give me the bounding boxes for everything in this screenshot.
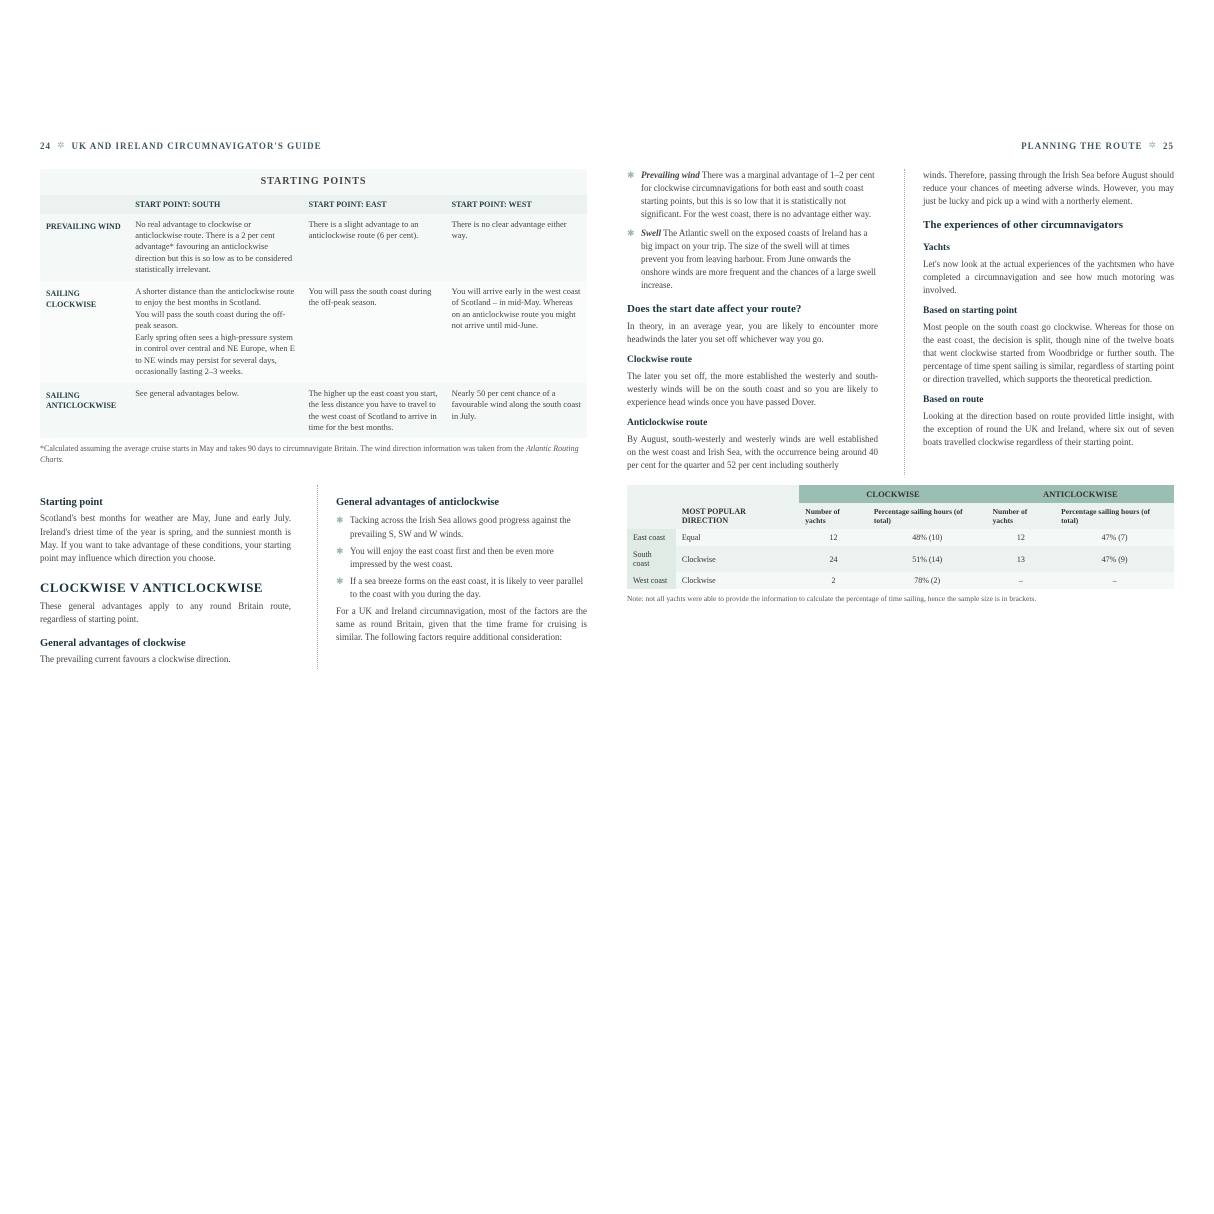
h-route: Based on route (923, 394, 1174, 408)
running-head-left: 24 ✲ UK AND IRELAND CIRCUMNAVIGATOR'S GU… (40, 140, 587, 151)
table-cell: The higher up the east coast you start, … (303, 383, 446, 439)
t2-h2-0: Number of yachts (799, 503, 868, 529)
table-cell: 51% (14) (868, 546, 987, 572)
bullet-item: If a sea breeze forms on the east coast,… (336, 575, 587, 601)
p-uk-ireland: For a UK and Ireland circumnavigation, m… (336, 605, 587, 644)
p-cw-route: The later you set off, the more establis… (627, 370, 878, 409)
table-cell: Clockwise (676, 546, 799, 572)
t1-col0 (40, 195, 129, 214)
table-cell: See general advantages below. (129, 383, 302, 439)
table-cell: 12 (987, 529, 1056, 546)
t1-col1: START POINT: SOUTH (129, 195, 302, 214)
p-start-date: In theory, in an average year, you are l… (627, 320, 878, 346)
page-number-left: 24 (40, 141, 51, 151)
acw-bullet-list: Tacking across the Irish Sea allows good… (336, 514, 587, 600)
t1-col2: START POINT: EAST (303, 195, 446, 214)
h-yachts: Yachts (923, 242, 1174, 256)
table1-footnote: *Calculated assuming the average cruise … (40, 444, 587, 465)
table-cell: 24 (799, 546, 868, 572)
table-cell: 2 (799, 572, 868, 589)
table-cell: Clockwise (676, 572, 799, 589)
t2-h2-2: Number of yachts (987, 503, 1056, 529)
left-columns: Starting point Scotland's best months fo… (40, 485, 587, 669)
bullet-item: You will enjoy the east coast first and … (336, 545, 587, 571)
def-prevailing-wind: Prevailing wind There was a marginal adv… (627, 169, 878, 221)
table-cell: You will arrive early in the west coast … (446, 281, 587, 383)
page-number-right: 25 (1163, 141, 1174, 151)
p-yachts: Let's now look at the actual experiences… (923, 258, 1174, 297)
table-cell: 13 (987, 546, 1056, 572)
right-col-b: winds. Therefore, passing through the Ir… (904, 169, 1174, 475)
table-cell: No real advantage to clockwise or anticl… (129, 214, 302, 281)
table-cell: East coast (627, 529, 676, 546)
table-cell: Equal (676, 529, 799, 546)
h-adv-cw: General advantages of clockwise (40, 636, 291, 651)
running-head-right: PLANNING THE ROUTE ✲ 25 (627, 140, 1174, 151)
page-spread: 24 ✲ UK AND IRELAND CIRCUMNAVIGATOR'S GU… (0, 0, 1214, 1214)
table-cell: 12 (799, 529, 868, 546)
p-route: Looking at the direction based on route … (923, 410, 1174, 449)
t2-blank (627, 485, 676, 503)
h-experiences: The experiences of other circumnavigator… (923, 218, 1174, 234)
ornament-icon: ✲ (1148, 140, 1157, 151)
left-col-a: Starting point Scotland's best months fo… (40, 485, 291, 669)
starting-points-table: STARTING POINTS START POINT: SOUTH START… (40, 169, 587, 438)
table-cell: Nearly 50 per cent chance of a favourabl… (446, 383, 587, 439)
h-cw-v-acw: CLOCKWISE V ANTICLOCKWISE (40, 579, 291, 598)
def-swell: Swell The Atlantic swell on the exposed … (627, 227, 878, 292)
ornament-icon: ✲ (57, 140, 66, 151)
run-title-right: PLANNING THE ROUTE (1021, 141, 1142, 151)
h-starting-pt: Based on starting point (923, 305, 1174, 319)
t2-h2-3: Percentage sailing hours (of total) (1055, 503, 1174, 529)
direction-stats-table: MOST POPULAR DIRECTION CLOCKWISE ANTICLO… (627, 485, 1174, 589)
left-page: 24 ✲ UK AND IRELAND CIRCUMNAVIGATOR'S GU… (40, 140, 587, 1214)
t1-col3: START POINT: WEST (446, 195, 587, 214)
h-adv-acw: General advantages of anticlockwise (336, 495, 587, 510)
table-cell: – (987, 572, 1056, 589)
right-page: PLANNING THE ROUTE ✲ 25 Prevailing wind … (627, 140, 1174, 1214)
h-start-date: Does the start date affect your route? (627, 302, 878, 318)
table-cell: You will pass the south coast during the… (303, 281, 446, 383)
p-adv-cw: The prevailing current favours a clockwi… (40, 653, 291, 666)
table-row-head: SAILING CLOCKWISE (40, 281, 129, 383)
right-col-a: Prevailing wind There was a marginal adv… (627, 169, 878, 475)
table-cell: 48% (10) (868, 529, 987, 546)
table1-banner: STARTING POINTS (40, 169, 587, 195)
table-cell: A shorter distance than the anticlockwis… (129, 281, 302, 383)
table-row-head: SAILING ANTICLOCKWISE (40, 383, 129, 439)
table-row-head: PREVAILING WIND (40, 214, 129, 281)
p-starting-pt: Most people on the south coast go clockw… (923, 321, 1174, 386)
table-cell: South coast (627, 546, 676, 572)
h-cw-route: Clockwise route (627, 354, 878, 368)
table-cell: There is a slight advantage to an anticl… (303, 214, 446, 281)
table-cell: 78% (2) (868, 572, 987, 589)
t2-h2-1: Percentage sailing hours (of total) (868, 503, 987, 529)
h-starting-point: Starting point (40, 495, 291, 510)
t2-cw: CLOCKWISE (799, 485, 986, 503)
table-cell: West coast (627, 572, 676, 589)
t2-blank2 (627, 503, 676, 529)
t2-mpd: MOST POPULAR DIRECTION (676, 485, 799, 529)
p-general: These general advantages apply to any ro… (40, 600, 291, 626)
table-cell: 47% (7) (1055, 529, 1174, 546)
table2-note: Note: not all yachts were able to provid… (627, 594, 1174, 604)
left-col-b: General advantages of anticlockwise Tack… (317, 485, 587, 669)
right-columns: Prevailing wind There was a marginal adv… (627, 169, 1174, 475)
bullet-item: Tacking across the Irish Sea allows good… (336, 514, 587, 540)
table-cell: There is no clear advantage either way. (446, 214, 587, 281)
p-acw-route: By August, south-westerly and westerly w… (627, 433, 878, 472)
h-acw-route: Anticlockwise route (627, 417, 878, 431)
p-continuation: winds. Therefore, passing through the Ir… (923, 169, 1174, 208)
table-cell: – (1055, 572, 1174, 589)
run-title-left: UK AND IRELAND CIRCUMNAVIGATOR'S GUIDE (72, 141, 322, 151)
table-cell: 47% (9) (1055, 546, 1174, 572)
t2-acw: ANTICLOCKWISE (987, 485, 1174, 503)
p-starting-point: Scotland's best months for weather are M… (40, 512, 291, 564)
